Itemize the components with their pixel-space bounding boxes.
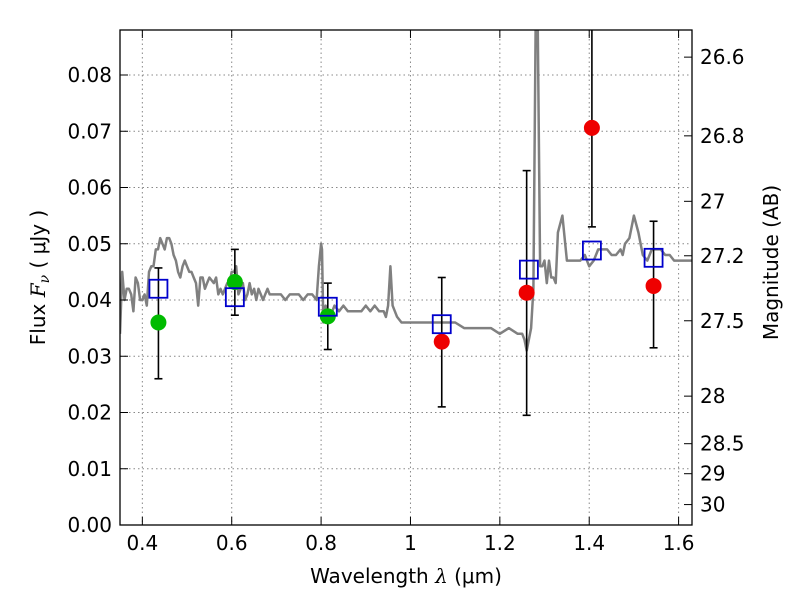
x-axis-label: Wavelength λ (μm) (310, 564, 502, 588)
model-photometry-square (431, 314, 452, 335)
right-tick-label: 29 (700, 462, 725, 486)
y-tick-label: 0.03 (67, 344, 112, 368)
right-tick-label: 27.5 (700, 309, 745, 333)
right-tick-label: 27.2 (700, 244, 745, 268)
y-tick-label: 0.05 (67, 232, 112, 256)
axis-ticks: 0.4 0.6 0.8 1 1.2 1.4 1.6 0.00 0.01 0.02 0.03 0.04 0… (67, 30, 745, 555)
model-photometry-square (148, 278, 169, 299)
model-photometry (148, 240, 664, 335)
x-axis-label-symbol: λ (434, 564, 448, 588)
right-tick-label: 26.8 (700, 124, 745, 148)
y-axis-label-prefix: Flux (26, 297, 50, 345)
x-tick-label: 1.2 (484, 531, 516, 555)
model-photometry-square (518, 259, 539, 280)
y-tick-label: 0.02 (67, 401, 112, 425)
y-tick-label: 0.06 (67, 176, 112, 200)
y-axis-label-subscript: ν (37, 274, 53, 283)
right-tick-label: 26.6 (700, 45, 745, 69)
observed-point-red (518, 284, 535, 301)
observed-point-red (645, 277, 662, 294)
y-tick-label: 0.00 (67, 513, 112, 537)
y-axis-label-symbol: F (26, 282, 50, 298)
observed-points (150, 119, 662, 350)
plot-frame (119, 29, 693, 526)
model-photometry-square (643, 247, 664, 268)
error-bars (154, 30, 658, 417)
x-tick-label: 0.8 (305, 531, 337, 555)
model-photometry-square (582, 240, 602, 261)
observed-point-green (150, 314, 167, 331)
x-tick-label: 0.6 (216, 531, 248, 555)
y-tick-label: 0.08 (67, 63, 112, 87)
right-tick-label: 30 (700, 493, 725, 517)
x-tick-label: 1.4 (573, 531, 605, 555)
right-tick-label: 28 (700, 384, 725, 408)
y-axis-label: Flux Fν ( μJy ) (26, 210, 53, 345)
x-tick-label: 0.4 (126, 531, 158, 555)
y-tick-label: 0.01 (67, 457, 112, 481)
x-axis-label-prefix: Wavelength (310, 564, 435, 588)
y-tick-label: 0.04 (67, 288, 112, 312)
model-photometry-square (224, 287, 245, 308)
right-axis-label: Magnitude (AB) (759, 185, 783, 340)
observed-point-red (433, 333, 450, 350)
observed-point-green (226, 274, 243, 290)
x-tick-label: 1.6 (663, 531, 695, 555)
right-tick-label: 27 (700, 189, 725, 213)
y-tick-label: 0.07 (67, 119, 112, 143)
right-tick-label: 28.5 (700, 432, 745, 456)
observed-point-red (583, 119, 600, 136)
grid (120, 30, 692, 525)
model-spectrum (120, 30, 692, 352)
x-axis-label-units: (μm) (448, 564, 502, 588)
x-tick-label: 1 (404, 531, 417, 555)
model-photometry-square (317, 296, 338, 317)
model-spectrum-line (120, 30, 692, 352)
y-axis-label-units: ( μJy ) (26, 210, 50, 275)
